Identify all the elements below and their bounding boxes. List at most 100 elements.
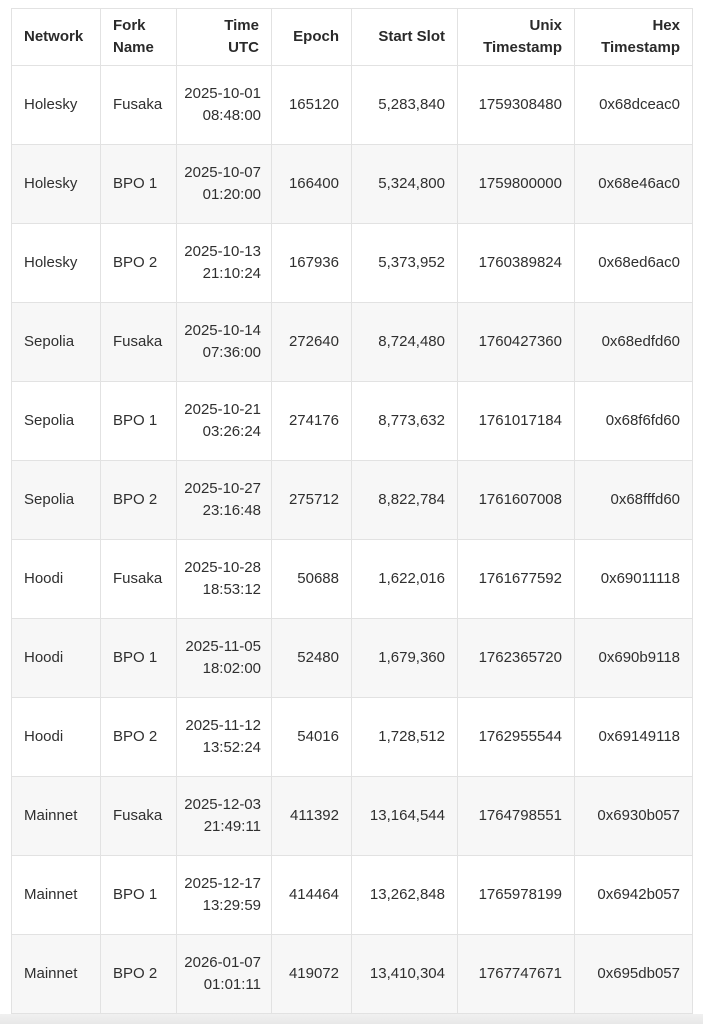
cell-time: 2025-10-28 18:53:12 [176, 539, 272, 619]
cell-epoch: 52480 [271, 618, 352, 698]
cell-network: Mainnet [11, 855, 101, 935]
cell-network: Holesky [11, 65, 101, 145]
column-header-slot: Start Slot [351, 8, 458, 66]
column-header-network: Network [11, 8, 101, 66]
cell-fork: Fusaka [100, 539, 177, 619]
cell-unix: 1760427360 [457, 302, 575, 382]
cell-network: Mainnet [11, 776, 101, 856]
cell-epoch: 54016 [271, 697, 352, 777]
page-bottom-edge [0, 1014, 703, 1024]
table-row: Sepolia BPO 1 2025-10-21 03:26:24 274176 8,7… [11, 381, 693, 461]
cell-fork: Fusaka [100, 302, 177, 382]
cell-unix: 1761607008 [457, 460, 575, 540]
cell-epoch: 166400 [271, 144, 352, 224]
cell-slot: 13,262,848 [351, 855, 458, 935]
cell-slot: 13,164,544 [351, 776, 458, 856]
cell-slot: 1,622,016 [351, 539, 458, 619]
cell-fork: BPO 1 [100, 144, 177, 224]
table-row: Mainnet BPO 1 2025-12-17 13:29:59 414464 13,… [11, 855, 693, 935]
cell-unix: 1761677592 [457, 539, 575, 619]
cell-unix: 1767747671 [457, 934, 575, 1014]
cell-network: Holesky [11, 144, 101, 224]
cell-fork: BPO 1 [100, 618, 177, 698]
cell-fork: BPO 2 [100, 934, 177, 1014]
cell-hex: 0x68dceac0 [574, 65, 693, 145]
cell-unix: 1764798551 [457, 776, 575, 856]
table-row: Mainnet Fusaka 2025-12-03 21:49:11 411392 13… [11, 776, 693, 856]
column-header-epoch: Epoch [271, 8, 352, 66]
cell-time: 2026-01-07 01:01:11 [176, 934, 272, 1014]
cell-time: 2025-10-21 03:26:24 [176, 381, 272, 461]
cell-time: 2025-10-13 21:10:24 [176, 223, 272, 303]
cell-network: Sepolia [11, 302, 101, 382]
cell-time: 2025-10-14 07:36:00 [176, 302, 272, 382]
cell-epoch: 167936 [271, 223, 352, 303]
table-body: Holesky Fusaka 2025-10-01 08:48:00 165120 5,… [11, 65, 693, 1014]
cell-hex: 0x69149118 [574, 697, 693, 777]
cell-epoch: 411392 [271, 776, 352, 856]
cell-network: Hoodi [11, 697, 101, 777]
table-row: Sepolia Fusaka 2025-10-14 07:36:00 272640 8,… [11, 302, 693, 382]
cell-slot: 8,822,784 [351, 460, 458, 540]
column-header-unix: Unix Timestamp [457, 8, 575, 66]
table-row: Holesky BPO 1 2025-10-07 01:20:00 166400 5,3… [11, 144, 693, 224]
cell-unix: 1765978199 [457, 855, 575, 935]
cell-hex: 0x690b9118 [574, 618, 693, 698]
cell-fork: BPO 1 [100, 381, 177, 461]
cell-fork: Fusaka [100, 65, 177, 145]
cell-slot: 1,728,512 [351, 697, 458, 777]
table-row: Hoodi BPO 1 2025-11-05 18:02:00 52480 1,679,… [11, 618, 693, 698]
cell-hex: 0x6930b057 [574, 776, 693, 856]
table-row: Holesky BPO 2 2025-10-13 21:10:24 167936 5,3… [11, 223, 693, 303]
cell-fork: BPO 2 [100, 697, 177, 777]
cell-epoch: 275712 [271, 460, 352, 540]
cell-epoch: 419072 [271, 934, 352, 1014]
cell-slot: 13,410,304 [351, 934, 458, 1014]
cell-network: Hoodi [11, 618, 101, 698]
cell-unix: 1760389824 [457, 223, 575, 303]
cell-time: 2025-10-07 01:20:00 [176, 144, 272, 224]
cell-hex: 0x68ed6ac0 [574, 223, 693, 303]
cell-time: 2025-11-05 18:02:00 [176, 618, 272, 698]
cell-fork: Fusaka [100, 776, 177, 856]
table-header-row: Network Fork Name Time UTC Epoch Start Slot Uni… [11, 8, 693, 66]
table-row: Hoodi BPO 2 2025-11-12 13:52:24 54016 1,728,… [11, 697, 693, 777]
cell-slot: 8,724,480 [351, 302, 458, 382]
cell-slot: 5,324,800 [351, 144, 458, 224]
cell-epoch: 165120 [271, 65, 352, 145]
cell-network: Hoodi [11, 539, 101, 619]
cell-fork: BPO 2 [100, 223, 177, 303]
cell-hex: 0x6942b057 [574, 855, 693, 935]
table-row: Holesky Fusaka 2025-10-01 08:48:00 165120 5,… [11, 65, 693, 145]
cell-time: 2025-12-17 13:29:59 [176, 855, 272, 935]
fork-schedule-table: Network Fork Name Time UTC Epoch Start Slot Uni… [11, 8, 693, 1014]
cell-network: Sepolia [11, 381, 101, 461]
cell-hex: 0x68f6fd60 [574, 381, 693, 461]
cell-unix: 1759800000 [457, 144, 575, 224]
cell-network: Sepolia [11, 460, 101, 540]
cell-slot: 5,283,840 [351, 65, 458, 145]
table-row: Hoodi Fusaka 2025-10-28 18:53:12 50688 1,622… [11, 539, 693, 619]
cell-slot: 8,773,632 [351, 381, 458, 461]
cell-epoch: 50688 [271, 539, 352, 619]
cell-epoch: 274176 [271, 381, 352, 461]
cell-slot: 5,373,952 [351, 223, 458, 303]
cell-unix: 1762955544 [457, 697, 575, 777]
cell-unix: 1761017184 [457, 381, 575, 461]
cell-time: 2025-10-27 23:16:48 [176, 460, 272, 540]
table-row: Mainnet BPO 2 2026-01-07 01:01:11 419072 13,… [11, 934, 693, 1014]
cell-epoch: 272640 [271, 302, 352, 382]
cell-time: 2025-11-12 13:52:24 [176, 697, 272, 777]
cell-slot: 1,679,360 [351, 618, 458, 698]
table-row: Sepolia BPO 2 2025-10-27 23:16:48 275712 8,8… [11, 460, 693, 540]
cell-hex: 0x68fffd60 [574, 460, 693, 540]
cell-unix: 1762365720 [457, 618, 575, 698]
cell-time: 2025-12-03 21:49:11 [176, 776, 272, 856]
cell-fork: BPO 2 [100, 460, 177, 540]
cell-hex: 0x69011118 [574, 539, 693, 619]
cell-unix: 1759308480 [457, 65, 575, 145]
column-header-fork: Fork Name [100, 8, 177, 66]
cell-hex: 0x68e46ac0 [574, 144, 693, 224]
cell-hex: 0x68edfd60 [574, 302, 693, 382]
cell-network: Holesky [11, 223, 101, 303]
